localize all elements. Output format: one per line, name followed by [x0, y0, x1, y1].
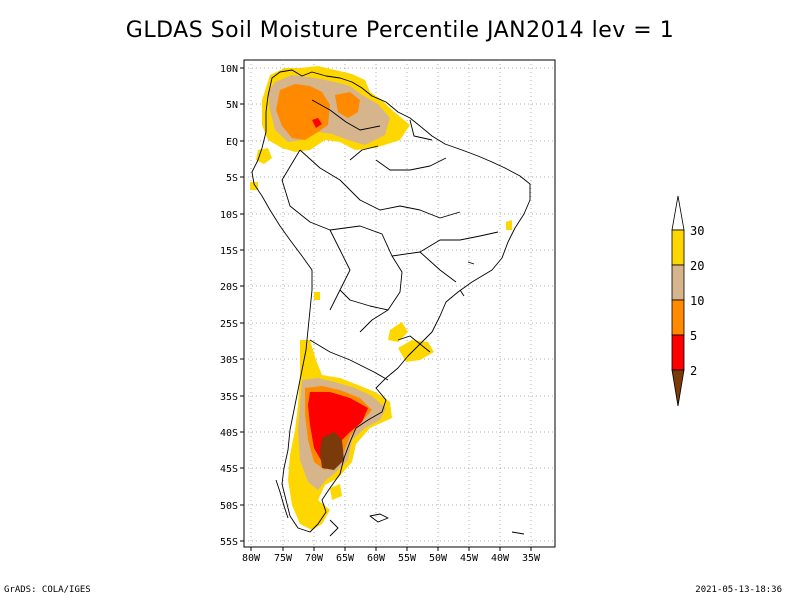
- lon-label: 65W: [336, 553, 355, 564]
- lon-label: 80W: [242, 553, 261, 564]
- legend-swatch-10-20: [671, 264, 685, 301]
- lat-label: 50S: [220, 501, 238, 512]
- lat-label: 15S: [220, 246, 238, 257]
- shade-region: [256, 148, 272, 164]
- lat-label: 55S: [220, 537, 238, 548]
- shading-layer: [250, 66, 512, 530]
- legend-label: 2: [690, 364, 697, 378]
- lat-label: 10N: [220, 64, 238, 75]
- lat-label: 25S: [220, 319, 238, 330]
- lat-labels: 10N 5N EQ 5S 10S 15S 20S 25S 30S 35S 40S…: [220, 64, 238, 548]
- shade-region: [312, 118, 322, 128]
- lat-label: 20S: [220, 282, 238, 293]
- footer-timestamp: 2021-05-13-18:36: [695, 585, 782, 595]
- shade-region: [388, 322, 408, 342]
- shade-region: [320, 432, 344, 470]
- legend-swatch-below2: [671, 369, 685, 407]
- lat-label: 30S: [220, 355, 238, 366]
- legend-label: 5: [690, 329, 697, 343]
- tick-marks: [240, 67, 532, 551]
- lon-label: 50W: [429, 553, 448, 564]
- legend-swatch-5-10: [671, 299, 685, 336]
- legend-label: 20: [690, 259, 704, 273]
- lon-label: 70W: [305, 553, 324, 564]
- lon-label: 55W: [398, 553, 417, 564]
- map-title: GLDAS Soil Moisture Percentile JAN2014 l…: [125, 18, 675, 43]
- lon-label: 75W: [274, 553, 293, 564]
- legend-swatch-above30: [671, 195, 685, 231]
- lat-label: 10S: [220, 210, 238, 221]
- plot-frame: [243, 59, 556, 548]
- legend-swatch-20-30: [671, 229, 685, 266]
- shade-region: [250, 182, 258, 190]
- lat-label: 45S: [220, 464, 238, 475]
- shade-region: [335, 92, 360, 118]
- legend-swatch-2-5: [671, 334, 685, 371]
- shade-region: [506, 220, 512, 230]
- lat-label: EQ: [226, 137, 238, 148]
- legend-label: 30: [690, 224, 704, 238]
- lat-label: 5N: [226, 100, 238, 111]
- footer-credit: GrADS: COLA/IGES: [4, 585, 91, 595]
- lon-label: 40W: [491, 553, 510, 564]
- shade-region: [330, 484, 342, 500]
- lon-label: 35W: [522, 553, 541, 564]
- lon-label: 60W: [367, 553, 386, 564]
- lat-label: 5S: [226, 173, 238, 184]
- coastline: [251, 69, 531, 537]
- lat-label: 35S: [220, 392, 238, 403]
- shade-region: [314, 292, 320, 300]
- legend-labels: 2 5 10 20 30: [690, 224, 704, 378]
- lon-labels: 80W 75W 70W 65W 60W 55W 50W 45W 40W 35W: [242, 553, 541, 564]
- legend-label: 10: [690, 294, 704, 308]
- lon-label: 45W: [460, 553, 479, 564]
- lat-label: 40S: [220, 428, 238, 439]
- legend-colorbar: [671, 195, 685, 407]
